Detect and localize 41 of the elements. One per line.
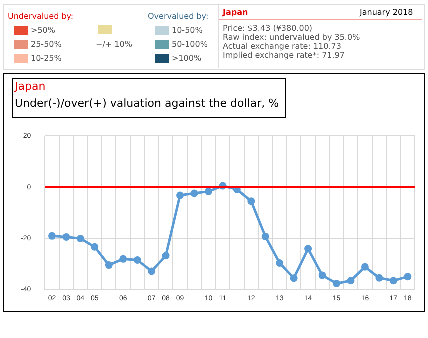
text: 50-100% — [172, 40, 208, 49]
point — [304, 245, 312, 253]
text: >100% — [172, 54, 202, 63]
text: 25-50% — [31, 40, 62, 49]
text: Raw index: undervalued by 35.0% — [223, 33, 360, 42]
point — [248, 198, 256, 206]
text: Implied exchange rate*: 71.97 — [223, 51, 345, 60]
text: 10-25% — [31, 54, 62, 63]
point — [376, 274, 384, 282]
text: January 2018 — [360, 8, 414, 17]
point — [404, 273, 412, 281]
point — [347, 277, 355, 285]
point — [190, 190, 198, 198]
text: Japan — [223, 8, 248, 17]
point — [148, 268, 156, 276]
point — [105, 262, 113, 270]
point — [62, 233, 70, 241]
point — [48, 232, 56, 240]
point — [204, 188, 212, 196]
chart-subtitle: Under(-)/over(+) valuation against the dollar, % — [15, 97, 280, 110]
chart-title: Japan — [15, 80, 46, 93]
text: −/+ 10% — [96, 40, 132, 49]
point — [176, 192, 184, 200]
point — [162, 252, 170, 260]
point — [333, 280, 341, 288]
point — [91, 243, 99, 251]
point — [134, 256, 142, 264]
point — [361, 263, 369, 271]
point — [276, 260, 284, 268]
point — [318, 272, 326, 280]
point — [290, 274, 298, 282]
text: 10-50% — [172, 26, 203, 35]
text: Overvalued by: — [148, 12, 209, 21]
point — [120, 255, 128, 263]
point — [76, 234, 84, 242]
text: Price: $3.43 (¥380.00) — [223, 24, 313, 33]
text: Undervalued by: — [8, 12, 74, 21]
text: >50% — [31, 26, 56, 35]
text: Actual exchange rate: 110.73 — [223, 42, 342, 51]
point — [262, 232, 270, 240]
point — [390, 277, 398, 285]
